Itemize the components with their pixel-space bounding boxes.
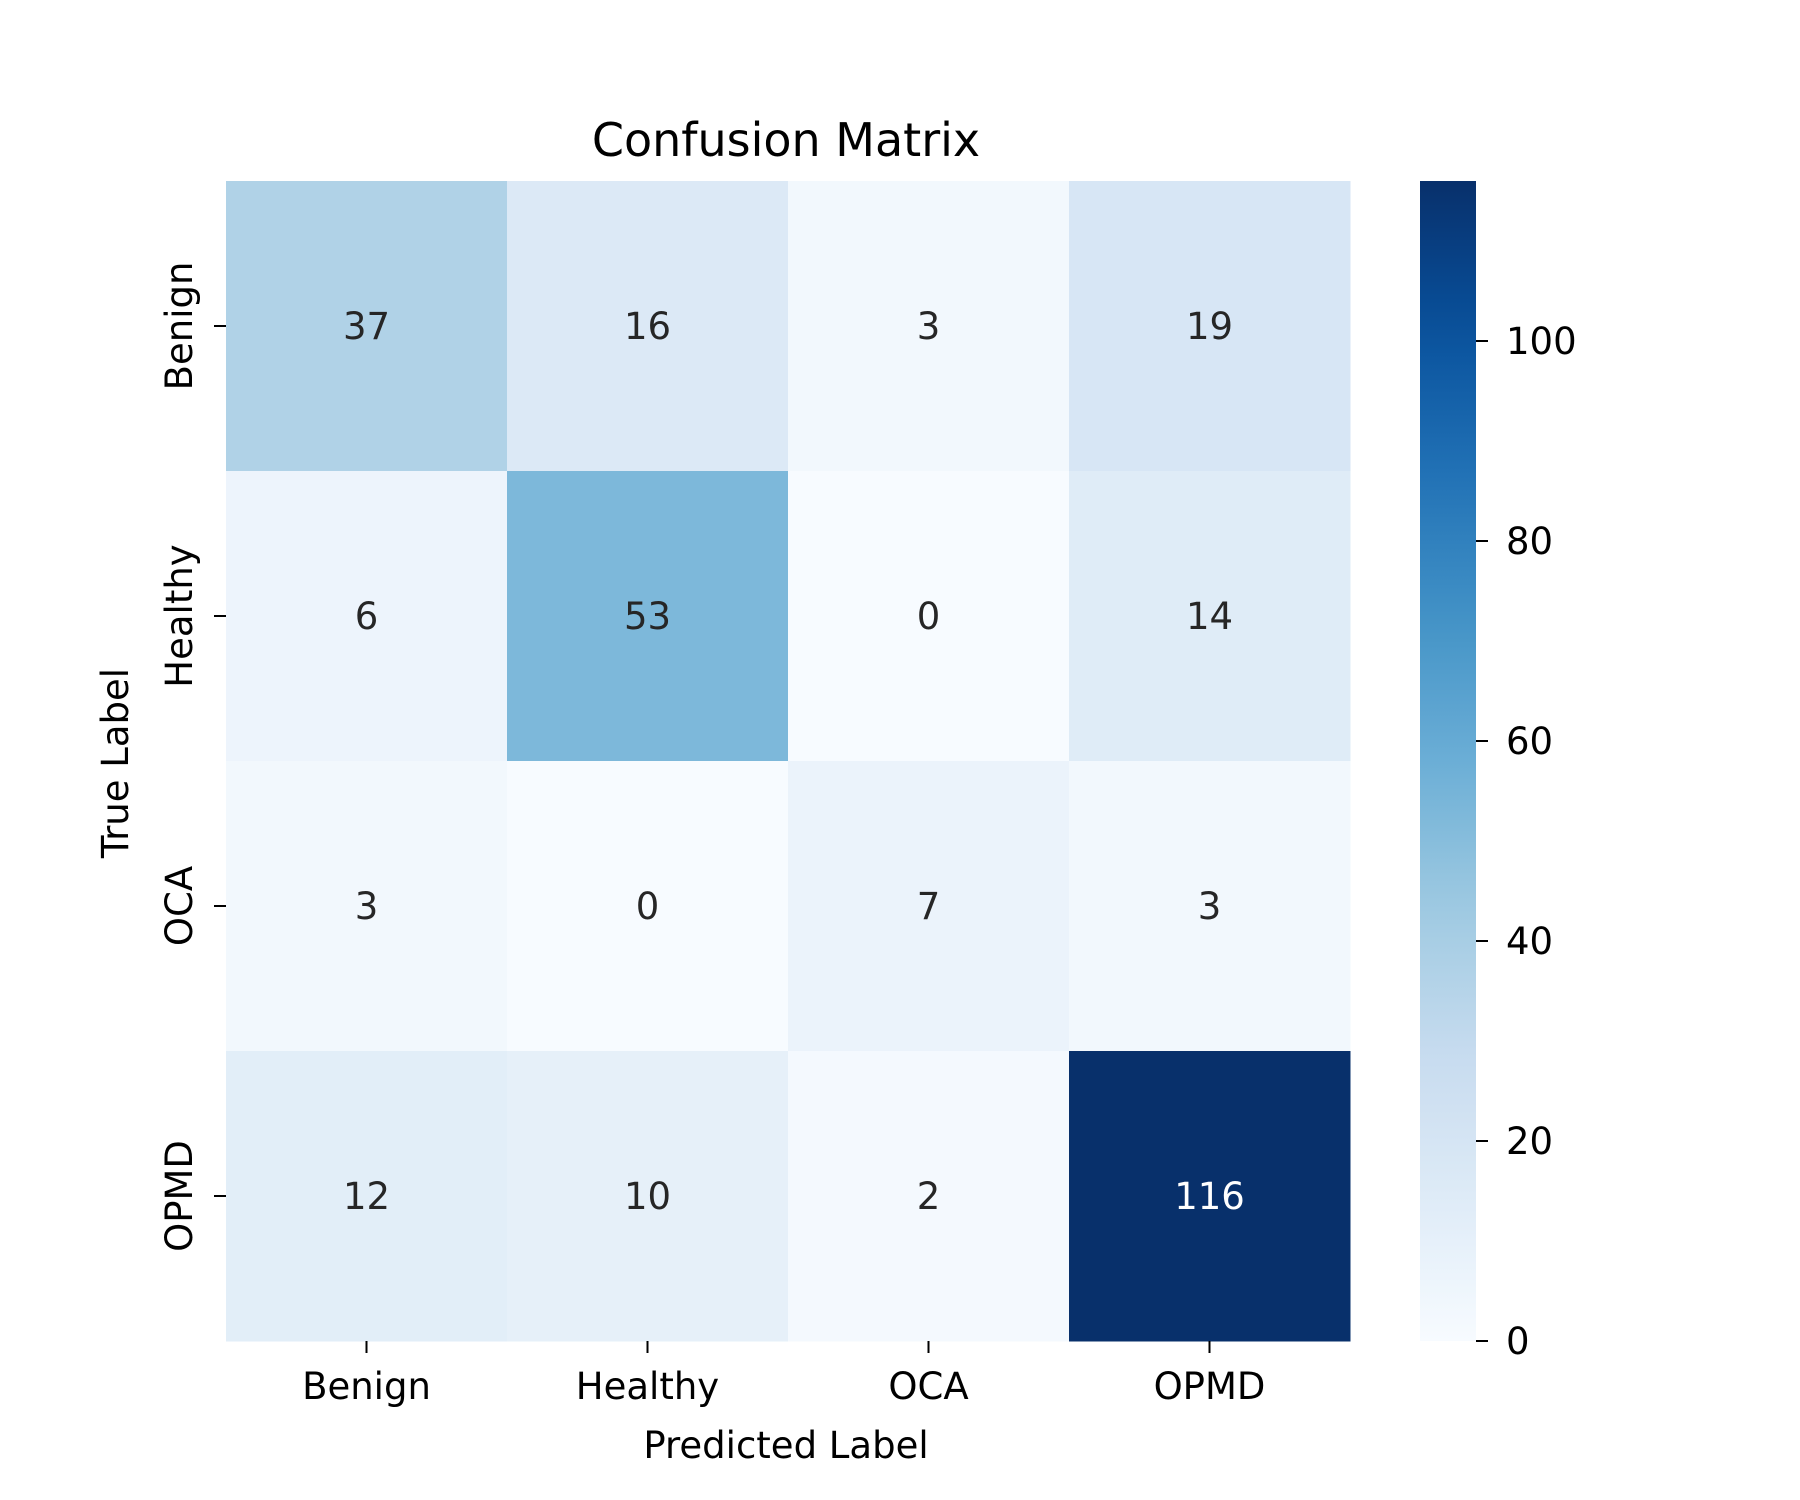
x-tick-label: OCA	[888, 1365, 968, 1408]
heatmap-cell-healthy-healthy	[507, 471, 789, 762]
heatmap-cell-healthy-opmd	[1069, 471, 1351, 762]
colorbar-gradient	[1420, 181, 1476, 1341]
y-axis-ticks: Benign Healthy OCA OPMD	[158, 262, 226, 1252]
y-axis-label: True Label	[94, 668, 137, 859]
colorbar-tick-label: 60	[1506, 720, 1553, 763]
heatmap-cell-opmd-benign	[226, 1051, 508, 1342]
colorbar-tick-label: 40	[1506, 920, 1553, 963]
heatmap-cell-benign-healthy	[507, 181, 789, 472]
heatmap-cell-opmd-oca	[788, 1051, 1070, 1342]
cell-value-label: 3	[1198, 885, 1222, 928]
heatmap-cell-oca-benign	[226, 761, 508, 1052]
cell-value-label: 2	[917, 1175, 941, 1218]
cell-value-label: 3	[355, 885, 379, 928]
cell-value-label: 0	[917, 595, 941, 638]
heatmap-cell-healthy-oca	[788, 471, 1070, 762]
heatmap-cell-opmd-healthy	[507, 1051, 789, 1342]
heatmap-cell-benign-benign	[226, 181, 508, 472]
heatmap-cell-oca-oca	[788, 761, 1070, 1052]
heatmap-cells	[226, 181, 1351, 1342]
colorbar-tick-label: 100	[1506, 320, 1577, 363]
x-tick-label: Healthy	[576, 1365, 719, 1408]
x-axis-label: Predicted Label	[643, 1424, 928, 1467]
colorbar: 0 20 40 60 80 100	[1420, 181, 1577, 1363]
chart-title: Confusion Matrix	[592, 113, 980, 167]
y-tick-label: OPMD	[158, 1140, 201, 1252]
cell-value-label: 7	[917, 885, 941, 928]
cell-value-label: 14	[1186, 595, 1233, 638]
heatmap-cell-healthy-benign	[226, 471, 508, 762]
cell-value-label: 0	[636, 885, 660, 928]
cell-value-label: 19	[1186, 305, 1233, 348]
cell-value-label: 6	[355, 595, 379, 638]
cell-value-label: 12	[343, 1175, 390, 1218]
heatmap-cell-opmd-opmd	[1069, 1051, 1351, 1342]
heatmap-cell-labels: 37 16 3 19 6 53 0 14 3 0 7 3 12 10 2 116	[343, 305, 1245, 1218]
cell-value-label: 37	[343, 305, 390, 348]
y-tick-label: Benign	[158, 262, 201, 391]
x-tick-label: Benign	[302, 1365, 431, 1408]
x-axis-ticks: Benign Healthy OCA OPMD	[302, 1341, 1265, 1408]
heatmap-cell-oca-healthy	[507, 761, 789, 1052]
cell-value-label: 53	[624, 595, 671, 638]
cell-value-label: 116	[1174, 1175, 1245, 1218]
cell-value-label: 10	[624, 1175, 671, 1218]
colorbar-tick-label: 80	[1506, 520, 1553, 563]
x-tick-label: OPMD	[1154, 1365, 1266, 1408]
y-tick-label: OCA	[158, 866, 201, 946]
heatmap-cell-benign-opmd	[1069, 181, 1351, 472]
colorbar-tick-label: 20	[1506, 1120, 1553, 1163]
heatmap-cell-benign-oca	[788, 181, 1070, 472]
colorbar-tick-label: 0	[1506, 1320, 1530, 1363]
cell-value-label: 16	[624, 305, 671, 348]
y-tick-label: Healthy	[158, 544, 201, 687]
cell-value-label: 3	[917, 305, 941, 348]
heatmap-cell-oca-opmd	[1069, 761, 1351, 1052]
